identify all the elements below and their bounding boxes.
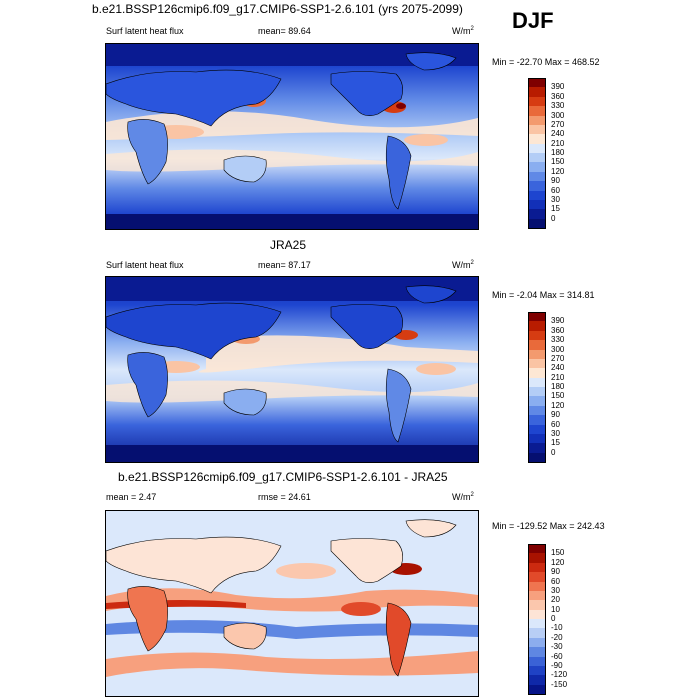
panel2-colorbar: 390 360 330 300 270 240 210 180 150 120 90 60 30 15 0: [528, 312, 588, 463]
colorbar-label: 390: [551, 82, 565, 92]
panel1-title: b.e21.BSSP126cmip6.f09_g17.CMIP6-SSP1-2.…: [92, 2, 463, 16]
colorbar-label: 360: [551, 325, 565, 335]
colorbar-label: 330: [551, 101, 565, 111]
colorbar-label: 0: [551, 447, 556, 457]
colorbar-label: -90: [551, 660, 563, 670]
colorbar-label: 210: [551, 372, 565, 382]
panel3-minmax: Min = -129.52 Max = 242.43: [492, 521, 605, 531]
colorbar-label: 240: [551, 363, 565, 373]
colorbar-label: 90: [551, 410, 560, 420]
colorbar-label: 15: [551, 438, 560, 448]
colorbar-label: -150: [551, 679, 568, 689]
panel3-title: b.e21.BSSP126cmip6.f09_g17.CMIP6-SSP1-2.…: [118, 470, 448, 484]
panel1-units: W/m2: [452, 26, 474, 36]
colorbar-label: 270: [551, 353, 565, 363]
colorbar-label: 90: [551, 176, 560, 186]
panel3-map: [105, 510, 479, 697]
colorbar-label: 150: [551, 157, 565, 167]
colorbar-label: 15: [551, 204, 560, 214]
season-label: DJF: [512, 8, 554, 33]
panel2-mean: mean= 87.17: [258, 260, 311, 270]
panel2-units: W/m2: [452, 260, 474, 270]
colorbar-label: -10: [551, 623, 563, 633]
colorbar-label: 60: [551, 185, 560, 195]
panel1-map: [105, 43, 479, 230]
colorbar-label: 240: [551, 129, 565, 139]
colorbar-label: 0: [551, 213, 556, 223]
panel2-title: JRA25: [270, 238, 307, 252]
colorbar-label: 390: [551, 316, 565, 326]
colorbar-label: 0: [551, 614, 556, 623]
panel2-variable-label: Surf latent heat flux: [106, 260, 184, 270]
colorbar-label: 270: [551, 119, 565, 129]
colorbar-label: 180: [551, 382, 565, 391]
colorbar-label: 60: [551, 576, 560, 586]
colorbar-label: 330: [551, 335, 565, 345]
colorbar-label: 10: [551, 604, 560, 614]
panel1-mean: mean= 89.64: [258, 26, 311, 36]
panel2-minmax: Min = -2.04 Max = 314.81: [492, 290, 595, 300]
colorbar-label: 360: [551, 91, 565, 101]
colorbar-label: 120: [551, 166, 565, 176]
panel1-variable-label: Surf latent heat flux: [106, 26, 184, 36]
colorbar-swatch: [528, 218, 546, 229]
colorbar-label: 120: [551, 400, 565, 410]
colorbar-label: 150: [551, 391, 565, 401]
colorbar-swatch: [528, 452, 546, 463]
panel3-units: W/m2: [452, 492, 474, 502]
colorbar-label: 60: [551, 419, 560, 429]
colorbar-label: 300: [551, 110, 565, 120]
colorbar-label: -60: [551, 651, 563, 661]
panel3-rmse: rmse = 24.61: [258, 492, 311, 502]
panel2-map: [105, 276, 479, 463]
colorbar-label: 20: [551, 595, 560, 605]
colorbar-label: -20: [551, 632, 563, 642]
colorbar-label: 30: [551, 194, 560, 204]
colorbar-swatch: [528, 684, 546, 695]
panel3-colorbar: 150 120 90 60 30 20 10 0 -10 -20 -30 -60 -90 -120 -150: [528, 544, 588, 695]
colorbar-label: 90: [551, 567, 560, 577]
panel1-minmax: Min = -22.70 Max = 468.52: [492, 57, 600, 67]
colorbar-label: -30: [551, 642, 563, 652]
colorbar-label: 180: [551, 148, 565, 157]
colorbar-label: 210: [551, 138, 565, 148]
colorbar-label: 150: [551, 548, 565, 558]
colorbar-label: 30: [551, 585, 560, 595]
colorbar-label: 120: [551, 557, 565, 567]
panel1-colorbar: 390 360 330 300 270 240 210 180 150 120 90 60 30 15 0: [528, 78, 588, 229]
colorbar-label: 30: [551, 428, 560, 438]
panel3-mean: mean = 2.47: [106, 492, 157, 502]
colorbar-label: 300: [551, 344, 565, 354]
colorbar-label: -120: [551, 670, 568, 680]
